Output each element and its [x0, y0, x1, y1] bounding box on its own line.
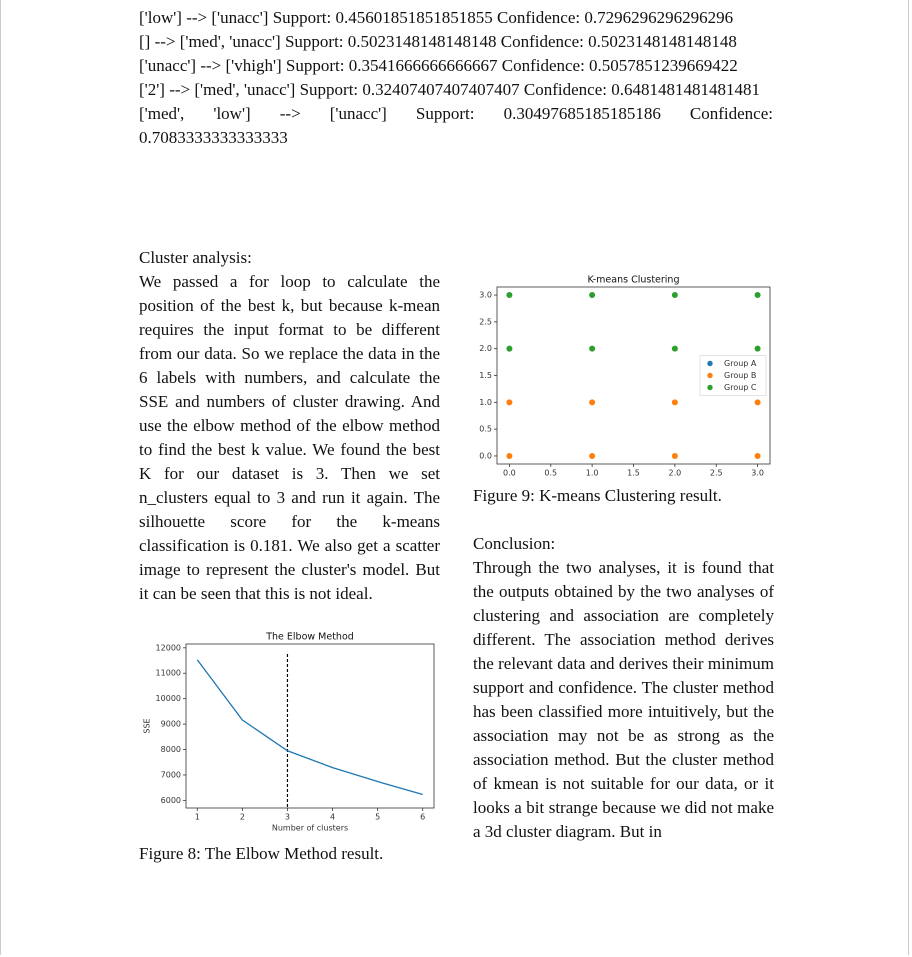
y-tick-label: 9000	[161, 720, 181, 729]
data-point	[754, 292, 761, 299]
data-point	[506, 452, 513, 459]
x-tick-label: 1	[195, 813, 200, 822]
x-tick-label: 3.0	[751, 469, 764, 478]
plot-area	[185, 643, 435, 809]
legend-label: Group A	[724, 359, 757, 368]
rule-line: ['low'] --> ['unacc'] Support: 0.4560185…	[139, 8, 734, 27]
x-tick-label: 3	[285, 813, 290, 822]
kmeans-chart: 0.0 0.5 1.0 1.5 2.0 2.5 3.0 0.0 0.5 1.0 1.5 2.0 2.5 3…	[479, 275, 771, 478]
legend-swatch	[707, 384, 713, 391]
legend-swatch	[707, 360, 713, 367]
data-point	[754, 452, 761, 459]
rule-line: [] --> ['med', 'unacc'] Support: 0.50231…	[139, 32, 737, 51]
legend-label: Group B	[724, 371, 756, 380]
legend-swatch	[707, 372, 713, 379]
cluster-section: Cluster analysis: We passed a for loop t…	[139, 246, 440, 606]
data-point	[589, 345, 596, 352]
data-point	[506, 399, 513, 406]
legend-label: Group C	[724, 383, 757, 392]
y-tick-label: 1.0	[479, 398, 492, 407]
data-line	[196, 659, 423, 796]
paragraph: Through the two analyses, it is found th…	[473, 558, 774, 841]
elbow-chart: 1 2 3 4 5 6 6000 7000 8000 9000 10000 11000 12000 The…	[143, 632, 435, 833]
y-tick-label: 7000	[161, 770, 181, 779]
x-tick-label: 2.5	[710, 469, 723, 478]
data-point	[506, 292, 513, 299]
data-point	[671, 399, 678, 406]
y-tick-label: 8000	[161, 745, 181, 754]
figure-caption: Figure 9: K-means Clustering result.	[473, 486, 722, 505]
data-point	[589, 452, 596, 459]
y-tick-label: 1.5	[479, 371, 492, 380]
rule-line: ['med', 'low'] --> ['unacc'] Support: 0.…	[139, 104, 773, 147]
y-tick-label: 6000	[161, 796, 181, 805]
data-point	[671, 452, 678, 459]
chart-title: K-means Clustering	[588, 275, 680, 286]
rules-block: ['low'] --> ['unacc'] Support: 0.4560185…	[139, 6, 773, 150]
x-axis-label: Number of clusters	[272, 824, 348, 833]
paragraph: We passed a for loop to calculate the po…	[139, 272, 440, 603]
x-tick-label: 1.5	[627, 469, 640, 478]
x-tick-label: 2.0	[668, 469, 681, 478]
conclusion-section: Conclusion: Through the two analyses, it…	[473, 532, 774, 844]
figure-caption: Figure 8: The Elbow Method result.	[139, 844, 384, 863]
y-tick-label: 2.0	[479, 344, 492, 353]
y-tick-label: 3.0	[479, 291, 492, 300]
y-tick-label: 2.5	[479, 317, 492, 326]
x-tick-label: 5	[375, 813, 380, 822]
x-tick-label: 4	[330, 813, 335, 822]
y-tick-label: 11000	[156, 669, 181, 678]
x-tick-label: 1.0	[586, 469, 599, 478]
y-tick-label: 12000	[156, 643, 181, 652]
data-point	[671, 292, 678, 299]
x-tick-label: 0.5	[544, 469, 557, 478]
y-tick-label: 10000	[156, 694, 181, 703]
y-tick-label: 0.0	[479, 451, 492, 460]
data-point	[589, 399, 596, 406]
data-point	[754, 345, 761, 352]
section-heading: Cluster analysis:	[139, 248, 252, 267]
section-heading: Conclusion:	[473, 534, 556, 553]
chart-title: The Elbow Method	[265, 632, 354, 643]
data-point	[589, 292, 596, 299]
rule-line: ['2'] --> ['med', 'unacc'] Support: 0.32…	[139, 80, 760, 99]
x-tick-label: 0.0	[503, 469, 516, 478]
x-tick-label: 2	[240, 813, 245, 822]
data-point	[754, 399, 761, 406]
rule-line: ['unacc'] --> ['vhigh'] Support: 0.35416…	[139, 56, 738, 75]
y-axis-label: SSE	[143, 718, 152, 733]
y-tick-label: 0.5	[479, 425, 492, 434]
data-point	[506, 345, 513, 352]
data-point	[671, 345, 678, 352]
x-tick-label: 6	[420, 813, 425, 822]
